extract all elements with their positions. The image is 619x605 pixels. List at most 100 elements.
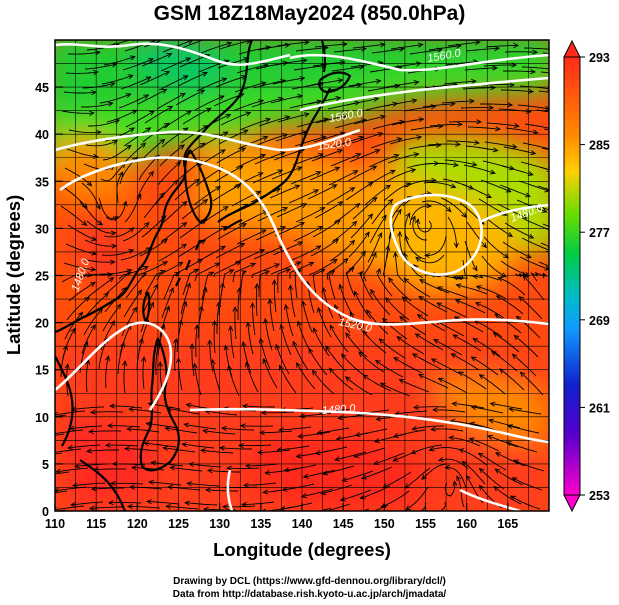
streamline-arrow xyxy=(237,442,244,449)
streamline-arrow xyxy=(417,42,424,48)
streamline-arrow xyxy=(167,484,174,490)
streamline xyxy=(110,482,144,485)
streamline-arrow xyxy=(143,441,150,447)
streamline-arrow xyxy=(90,486,97,492)
streamline-arrow xyxy=(381,214,387,221)
streamline xyxy=(466,221,487,248)
streamline xyxy=(438,458,469,470)
streamline-arrow xyxy=(188,461,195,467)
streamline-arrow xyxy=(86,272,93,278)
streamline-arrow xyxy=(222,206,229,212)
streamline-arrow xyxy=(32,436,37,440)
streamline xyxy=(81,324,96,355)
streamline-arrow xyxy=(162,445,169,451)
streamline xyxy=(512,477,543,491)
streamline xyxy=(195,167,223,187)
streamline xyxy=(185,502,218,506)
streamline-arrow xyxy=(500,272,507,278)
streamline xyxy=(345,251,366,277)
streamline-arrow xyxy=(308,261,315,267)
streamline-arrow xyxy=(185,402,192,408)
streamline-arrow xyxy=(274,263,281,269)
streamline xyxy=(409,205,432,226)
streamline-arrow xyxy=(120,341,126,348)
streamline-arrow xyxy=(145,247,152,253)
streamline-arrow xyxy=(245,463,251,469)
streamline-arrow xyxy=(321,470,328,476)
streamline xyxy=(537,185,549,191)
y-tick-label: 5 xyxy=(42,458,49,472)
streamline-arrow xyxy=(218,95,225,101)
streamline xyxy=(155,180,178,205)
streamline xyxy=(235,154,266,169)
streamline xyxy=(385,297,410,321)
streamline xyxy=(350,213,373,239)
streamline xyxy=(230,326,235,359)
streamline xyxy=(246,463,279,467)
streamline xyxy=(396,336,425,355)
streamline xyxy=(123,361,126,394)
streamline-arrow xyxy=(404,234,410,241)
streamline-arrow xyxy=(418,295,425,301)
streamline-arrow xyxy=(456,275,463,281)
streamline-arrow xyxy=(388,277,394,283)
streamline xyxy=(84,63,117,70)
streamline-arrow xyxy=(260,153,267,159)
streamline-arrow xyxy=(186,110,193,116)
streamline-arrow xyxy=(325,345,331,352)
streamline xyxy=(462,461,486,485)
streamline-arrow xyxy=(179,144,185,150)
streamline-arrow xyxy=(64,363,70,370)
streamline xyxy=(516,315,541,339)
streamline xyxy=(237,136,268,150)
streamline-arrow xyxy=(518,296,525,302)
streamline xyxy=(215,242,245,259)
streamline-arrow xyxy=(239,423,246,429)
streamline-arrow xyxy=(264,470,271,476)
streamline-arrow xyxy=(124,446,130,452)
streamline-arrow xyxy=(521,214,528,219)
streamline xyxy=(213,261,241,278)
streamline xyxy=(494,313,522,334)
streamline xyxy=(312,268,325,295)
streamline xyxy=(194,95,224,111)
streamline xyxy=(413,406,447,408)
streamline-arrow xyxy=(161,88,168,94)
streamline xyxy=(73,482,106,487)
streamline xyxy=(424,83,457,89)
streamline xyxy=(542,223,549,227)
streamline-arrow xyxy=(511,477,518,483)
streamline-arrow xyxy=(472,337,479,343)
streamline-arrow xyxy=(341,353,347,360)
streamline xyxy=(421,463,449,480)
streamline-arrow xyxy=(334,303,339,310)
streamline xyxy=(317,307,332,338)
streamline xyxy=(347,165,377,182)
streamline-arrow xyxy=(297,241,304,247)
streamline-arrow xyxy=(544,105,549,111)
streamline xyxy=(498,277,526,296)
streamline xyxy=(200,206,229,225)
streamline-arrow xyxy=(202,286,208,293)
streamline-arrow xyxy=(358,351,364,358)
streamline-arrow xyxy=(165,503,171,510)
streamline xyxy=(116,171,124,204)
streamline xyxy=(302,301,313,333)
streamline-arrow xyxy=(362,374,369,380)
streamline xyxy=(217,223,247,240)
streamline xyxy=(297,321,311,352)
streamline xyxy=(66,148,98,158)
streamline xyxy=(410,125,443,131)
streamline xyxy=(373,452,405,465)
streamline xyxy=(342,470,374,482)
streamline-arrow xyxy=(492,332,499,338)
streamline-arrow xyxy=(396,335,403,342)
streamline xyxy=(201,271,214,301)
streamline xyxy=(125,110,155,128)
streamline xyxy=(443,80,476,85)
streamline xyxy=(485,217,513,237)
streamline-arrow xyxy=(74,463,80,469)
streamline xyxy=(340,489,372,501)
streamline xyxy=(120,247,151,261)
streamline xyxy=(137,261,168,276)
